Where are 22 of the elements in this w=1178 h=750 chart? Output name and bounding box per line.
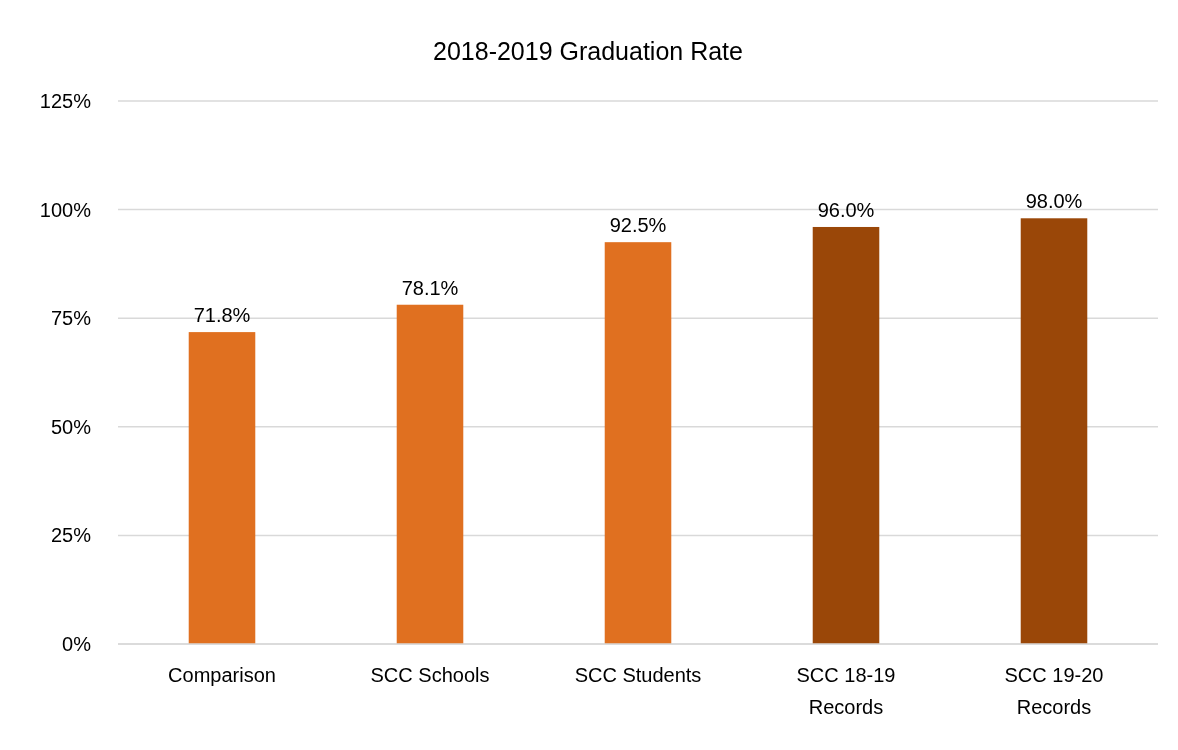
bar xyxy=(604,242,672,644)
bar xyxy=(188,332,256,644)
x-tick-label: SCC 19-20 Records xyxy=(1004,664,1104,718)
x-tick-label: SCC Students xyxy=(574,664,702,686)
data-label: 92.5% xyxy=(609,214,667,237)
data-label: 96.0% xyxy=(817,198,875,221)
y-tick-label: 50% xyxy=(50,415,92,438)
x-tick-label: SCC Schools xyxy=(370,664,490,686)
y-tick-label: 0% xyxy=(62,633,92,655)
bar xyxy=(1020,218,1088,644)
y-tick-label: 25% xyxy=(50,524,92,547)
bar xyxy=(812,226,880,644)
x-tick-label: SCC 18-19 Records xyxy=(796,664,896,718)
chart-title: 2018-2019 Graduation Rate xyxy=(433,37,743,65)
data-label: 98.0% xyxy=(1025,190,1083,213)
y-tick-label: 75% xyxy=(50,307,92,330)
y-tick-label: 125% xyxy=(39,90,92,112)
x-tick-label: Comparison xyxy=(168,664,276,686)
bar xyxy=(396,304,464,644)
y-tick-label: 100% xyxy=(39,198,92,221)
data-label: 71.8% xyxy=(193,304,251,327)
data-label: 78.1% xyxy=(401,276,459,299)
